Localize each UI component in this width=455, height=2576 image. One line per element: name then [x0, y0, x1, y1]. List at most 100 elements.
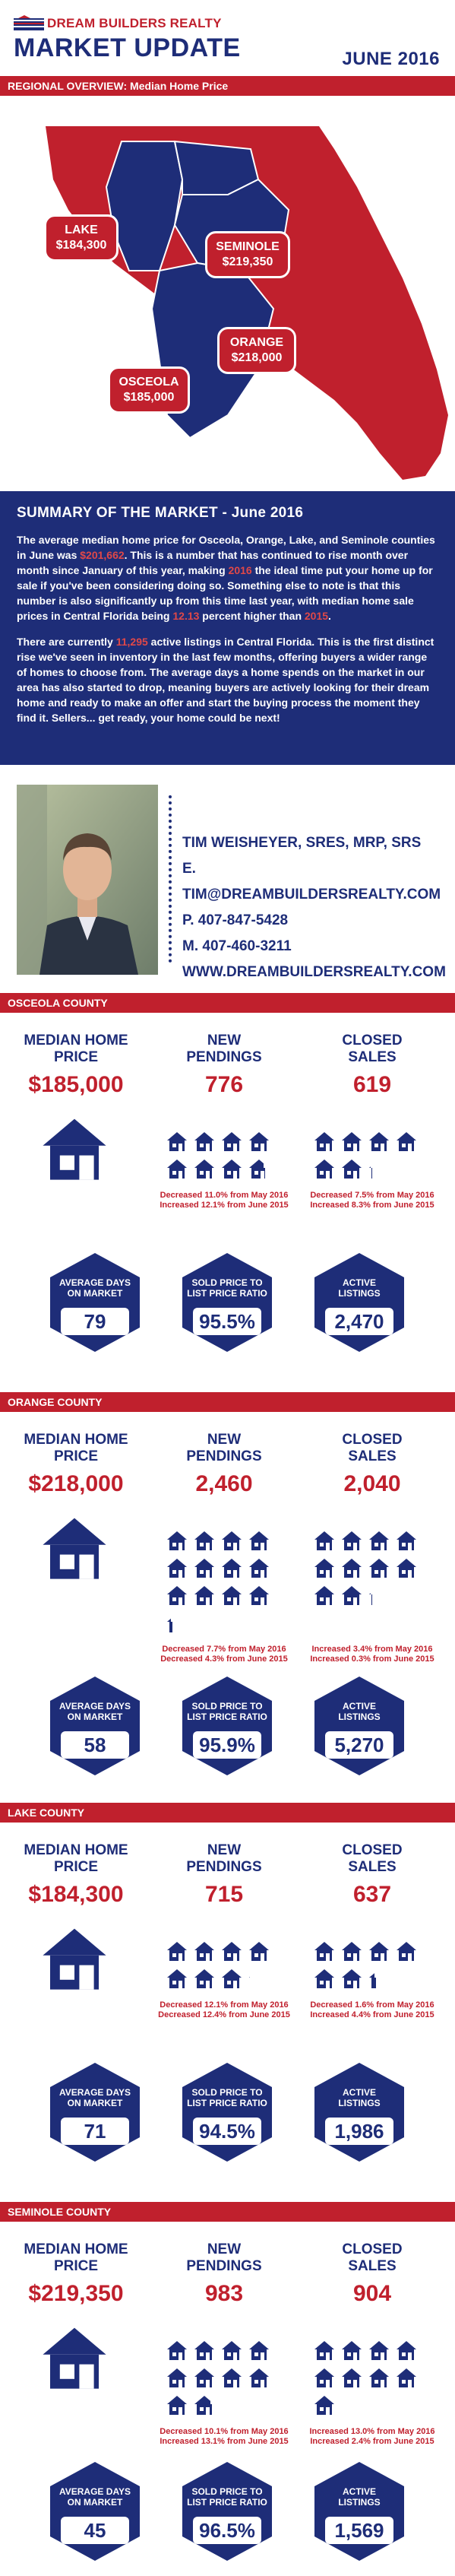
closed-title-line2: SALES: [348, 2258, 397, 2274]
house-icon: [38, 2321, 111, 2397]
pendings-value: 2,460: [195, 1471, 253, 1496]
house-icon: [38, 1921, 111, 1998]
orange-name: ORANGE: [229, 336, 284, 349]
house-icon: [166, 2339, 188, 2360]
median-title: MEDIAN HOME PRICE: [8, 1842, 144, 1876]
house-icon: [313, 2339, 336, 2360]
house-icon: [248, 1967, 270, 1990]
summary-text: . This is a number that has continued to…: [17, 549, 409, 576]
house-icon: [313, 1157, 336, 1179]
ratio-value: 94.5%: [193, 2118, 261, 2145]
house-icon: [340, 1130, 363, 1151]
ratio-value: 95.5%: [193, 1308, 261, 1335]
closed-change: Decreased 7.5% from May 2016 Increased 8…: [300, 1191, 444, 1210]
ratio-label-line1: SOLD PRICE TO: [191, 2087, 263, 2098]
days-on-market-hex: AVERAGE DAYS ON MARKET 58: [44, 1675, 146, 1777]
agent-mobile[interactable]: M. 407-460-3211: [182, 938, 292, 954]
days-label-line1: AVERAGE DAYS: [58, 2486, 131, 2497]
closed-change-year: Increased 4.4% from June 2015: [310, 2010, 434, 2019]
median-title-line2: PRICE: [53, 2258, 99, 2274]
house-icon: [193, 1940, 216, 1961]
seminole-price: $219,350: [222, 255, 273, 268]
house-icon: [340, 1529, 363, 1550]
closed-house-grid: [313, 1130, 434, 1180]
house-icon: [313, 1940, 336, 1961]
house-icon: [368, 1157, 390, 1180]
house-icon: [220, 1556, 243, 1578]
closed-title-line2: SALES: [348, 1448, 397, 1464]
agent-phone[interactable]: P. 407-847-5428: [182, 912, 289, 928]
days-label-line1: AVERAGE DAYS: [58, 2087, 131, 2098]
house-icon: [248, 1157, 270, 1179]
agent-email[interactable]: E. TIM@DREAMBUILDERSREALTY.COM: [182, 861, 441, 903]
median-value: $218,000: [28, 1471, 124, 1496]
agent-website[interactable]: WWW.DREAMBUILDERSREALTY.COM: [182, 964, 446, 980]
house-icon: [193, 1130, 216, 1151]
pendings-title-line1: NEW: [207, 1033, 242, 1048]
house-icon: [368, 1940, 390, 1961]
days-value: 71: [61, 2118, 129, 2145]
house-icon: [248, 2366, 270, 2387]
ratio-label-line2: LIST PRICE RATIO: [187, 1288, 267, 1299]
active-label: ACTIVE LISTINGS: [308, 1701, 410, 1722]
ratio-label-line1: SOLD PRICE TO: [191, 2486, 263, 2497]
house-icon: [220, 2339, 243, 2360]
pendings-change-month: Decreased 11.0% from May 2016: [160, 1191, 289, 1200]
median-title-line2: PRICE: [53, 1859, 99, 1875]
house-icon: [368, 1556, 390, 1578]
logo: DREAM BUILDERS REALTY: [14, 15, 222, 32]
agent-contact: TIM WEISHEYER, SRES, MRP, SRS E. TIM@DRE…: [0, 765, 455, 993]
house-icon: [193, 1967, 216, 1988]
active-value: 1,569: [325, 2517, 393, 2544]
county-section: OSCEOLA COUNTY MEDIAN HOME PRICE $185,00…: [0, 993, 455, 1392]
agent-portrait: [17, 785, 158, 975]
house-icon: [368, 1529, 390, 1550]
house-icon: [313, 1967, 336, 1988]
county-bar: OSCEOLA COUNTY: [0, 993, 455, 1013]
active-label: ACTIVE LISTINGS: [308, 1277, 410, 1299]
flag-house-icon: [14, 15, 44, 30]
house-icon: [248, 1130, 270, 1151]
house-icon: [220, 1967, 243, 1988]
house-icon: [38, 1511, 111, 1588]
median-value: $185,000: [28, 1072, 124, 1097]
closed-value: 904: [352, 2281, 392, 2306]
house-icon: [220, 1940, 243, 1961]
house-icon: [340, 1940, 363, 1961]
ratio-label-line1: SOLD PRICE TO: [191, 1277, 263, 1288]
county-bar: ORANGE COUNTY: [0, 1392, 455, 1412]
pendings-title: NEW PENDINGS: [160, 1842, 289, 1876]
house-icon: [166, 1584, 188, 1605]
median-title-line1: MEDIAN HOME: [24, 1432, 128, 1448]
house-icon: [220, 2366, 243, 2387]
pendings-title-line1: NEW: [207, 2241, 242, 2257]
house-icon: [220, 1584, 243, 1605]
summary-percent: 12.13: [172, 610, 200, 622]
closed-title-line1: CLOSED: [342, 1033, 403, 1048]
house-icon: [368, 2339, 390, 2360]
pendings-change: Decreased 7.7% from May 2016 Decreased 4…: [152, 1645, 296, 1664]
pendings-house-grid: [166, 1529, 287, 1634]
summary-paragraph-2: There are currently 11,295 active listin…: [17, 634, 438, 725]
pendings-change: Decreased 11.0% from May 2016 Increased …: [152, 1191, 296, 1210]
closed-value: 619: [352, 1072, 392, 1097]
house-icon: [166, 1967, 188, 1988]
closed-house-grid: [313, 1940, 434, 1990]
ratio-label-line2: LIST PRICE RATIO: [187, 2098, 267, 2108]
page-title: MARKET UPDATE: [14, 33, 241, 62]
ratio-label: SOLD PRICE TO LIST PRICE RATIO: [176, 2486, 278, 2508]
active-label-line1: ACTIVE: [342, 1701, 376, 1712]
house-icon: [166, 2366, 188, 2387]
days-value: 58: [61, 1731, 129, 1759]
summary-text: the ideal time put your home up for sale…: [17, 564, 433, 622]
closed-title: CLOSED SALES: [304, 1842, 441, 1876]
summary-text: .: [328, 610, 331, 622]
house-icon: [313, 2366, 336, 2387]
house-icon: [193, 1584, 216, 1605]
active-label-line2: LISTINGS: [338, 1712, 381, 1722]
pendings-title-line2: PENDINGS: [186, 2258, 262, 2274]
pendings-change-year: Increased 12.1% from June 2015: [160, 1201, 289, 1210]
regional-overview-bar: REGIONAL OVERVIEW: Median Home Price: [0, 76, 455, 96]
ratio-value: 95.9%: [193, 1731, 261, 1759]
